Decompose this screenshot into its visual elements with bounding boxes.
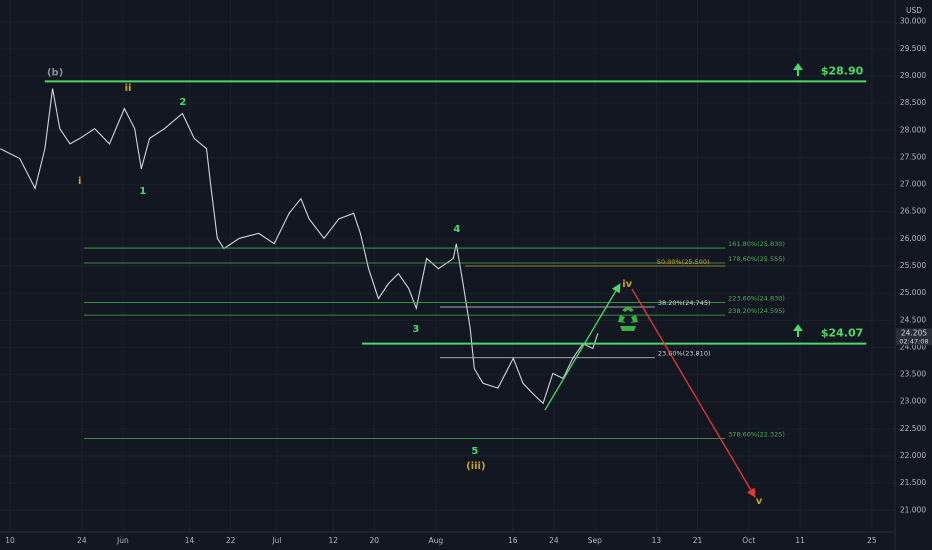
plot: 161.80%(25.830) 178.60%(25.555) 223.60%(24… (0, 62, 867, 507)
y-tick-label: 27.500 (900, 152, 926, 161)
x-tick-label: 21 (693, 536, 703, 545)
up-arrow (544, 283, 621, 411)
key-label-box (824, 324, 865, 341)
wave-label: 5 (471, 446, 478, 457)
currency: USD (906, 6, 922, 15)
x-tick-label: 25 (867, 536, 877, 545)
x-tick-label: 16 (508, 536, 518, 545)
x-tick-label: 24 (549, 536, 559, 545)
x-tick-label: 24 (77, 536, 87, 545)
x-tick-label: 10 (5, 536, 15, 545)
wave-label: (iii) (466, 461, 485, 472)
y-tick-label: 22.000 (900, 451, 926, 460)
x-tick-label: Oct (742, 536, 755, 545)
fib-label: 161.80%(25.830) (728, 240, 785, 248)
y-tick-label: 26.000 (900, 234, 926, 243)
y-tick-label: 26.500 (900, 207, 926, 216)
y-tick-label: 25.500 (900, 261, 926, 270)
key-label-box (824, 62, 865, 79)
down-arrow (631, 288, 756, 498)
wave-label: iv (622, 279, 632, 290)
up-icon (793, 63, 803, 76)
axes: 21.000 21.500 22.000 22.500 23.000 23.500 24.0… (5, 17, 932, 545)
countdown: 02:47:08 (899, 337, 928, 345)
wave-label: (b) (47, 68, 63, 79)
key-label: $28.90 (821, 64, 864, 77)
wave-label: i (78, 176, 81, 187)
y-tick-label: 21.500 (900, 478, 926, 487)
x-tick-label: 11 (795, 536, 805, 545)
wave-label: 2 (179, 97, 186, 108)
y-tick-label: 24.000 (900, 342, 926, 351)
fib-label: 38.20%(24.745) (658, 299, 711, 307)
x-tick-label: 14 (185, 536, 195, 545)
x-tick-label: Jun (116, 536, 129, 545)
y-tick-label: 28.000 (900, 125, 926, 134)
key-label: $24.07 (821, 327, 863, 340)
y-tick-label: 30.000 (900, 17, 926, 26)
x-tick-label: 22 (226, 536, 236, 545)
y-tick-label: 25.000 (900, 288, 926, 297)
y-tick-label: 28.500 (900, 98, 926, 107)
y-tick-label: 29.500 (900, 44, 926, 53)
fib-label: 378.60%(22.325) (728, 430, 785, 438)
wave-label: ii (125, 83, 132, 94)
wave-label: v (756, 496, 763, 507)
y-tick-label: 23.500 (900, 370, 926, 379)
y-tick-label: 29.000 (900, 71, 926, 80)
recycle-icon (618, 306, 638, 331)
wave-label: 4 (453, 224, 460, 235)
fib-label: 50.00%(25.500) (657, 258, 710, 266)
y-tick-label: 27.000 (900, 180, 926, 189)
y-tick-label: 24.500 (900, 315, 926, 324)
wave-label: 1 (139, 186, 146, 197)
x-tick-label: 13 (652, 536, 662, 545)
y-tick-label: 22.500 (900, 424, 926, 433)
fib-label: 178.60%(25.555) (728, 255, 785, 263)
x-tick-label: 12 (328, 536, 338, 545)
fib-label: 223.60%(24.830) (728, 294, 785, 302)
price-line (0, 88, 599, 405)
grid (0, 0, 895, 532)
y-tick-label: 21.000 (900, 505, 926, 514)
wave-label: 3 (412, 324, 419, 335)
y-tick-label: 23.000 (900, 397, 926, 406)
x-tick-label: 20 (369, 536, 379, 545)
up-icon (793, 324, 803, 337)
last-price: 24.205 (901, 328, 927, 337)
last-price-box (896, 328, 932, 346)
fib-label: 238.20%(24.595) (728, 307, 785, 315)
x-tick-label: Sep (588, 536, 602, 545)
x-tick-label: Aug (429, 536, 444, 545)
fib-label: 23.60%(23.810) (658, 350, 711, 358)
x-tick-label: Jul (271, 536, 281, 545)
